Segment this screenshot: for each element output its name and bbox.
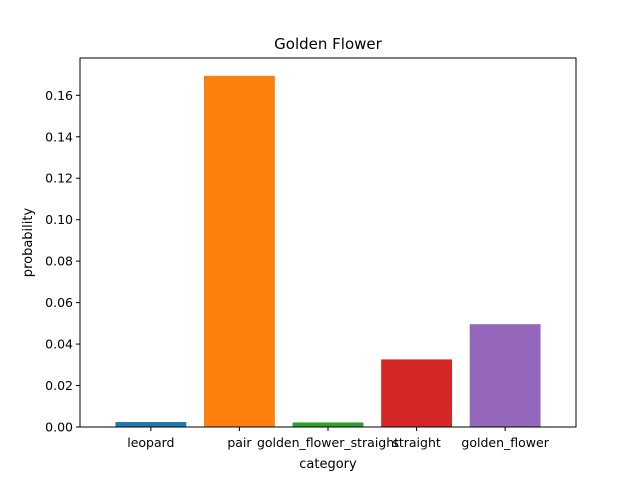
x-tick-label-straight: straight: [392, 435, 441, 450]
y-tick-label: 0.12: [45, 171, 73, 186]
bars-group: [115, 75, 541, 427]
x-tick-label-golden-flower: golden_flower: [461, 435, 549, 450]
bar-golden-flower-straight: [292, 422, 364, 427]
x-axis-label: category: [299, 457, 357, 472]
y-tick-label: 0.02: [45, 378, 73, 393]
x-tick-label-leopard: leopard: [127, 435, 174, 450]
bar-straight: [381, 359, 452, 427]
y-tick-label: 0.08: [45, 254, 73, 269]
plot-area-frame: [79, 57, 577, 428]
y-axis-label: probability: [21, 208, 36, 278]
x-axis-ticks: leopard pair golden_flower_straightstraigh…: [127, 427, 550, 450]
y-tick-label: 0.00: [45, 420, 73, 435]
y-tick-label: 0.14: [45, 129, 73, 144]
y-tick-label: 0.06: [45, 295, 73, 310]
bar-pair: [204, 75, 275, 427]
y-tick-label: 0.16: [45, 88, 73, 103]
y-axis-ticks: 0.00 0.02 0.04 0.06 0.08 0.10 0.12 0.14 0.16: [45, 88, 80, 435]
x-tick-label-pair: pair: [227, 435, 252, 450]
x-tick-label-golden-flower-straight: golden_flower_straight: [257, 435, 399, 450]
bar-golden-flower: [469, 324, 541, 427]
bar-leopard: [115, 422, 187, 427]
y-tick-label: 0.04: [45, 337, 73, 352]
chart-title: Golden Flower: [274, 35, 382, 53]
y-tick-label: 0.10: [45, 212, 73, 227]
